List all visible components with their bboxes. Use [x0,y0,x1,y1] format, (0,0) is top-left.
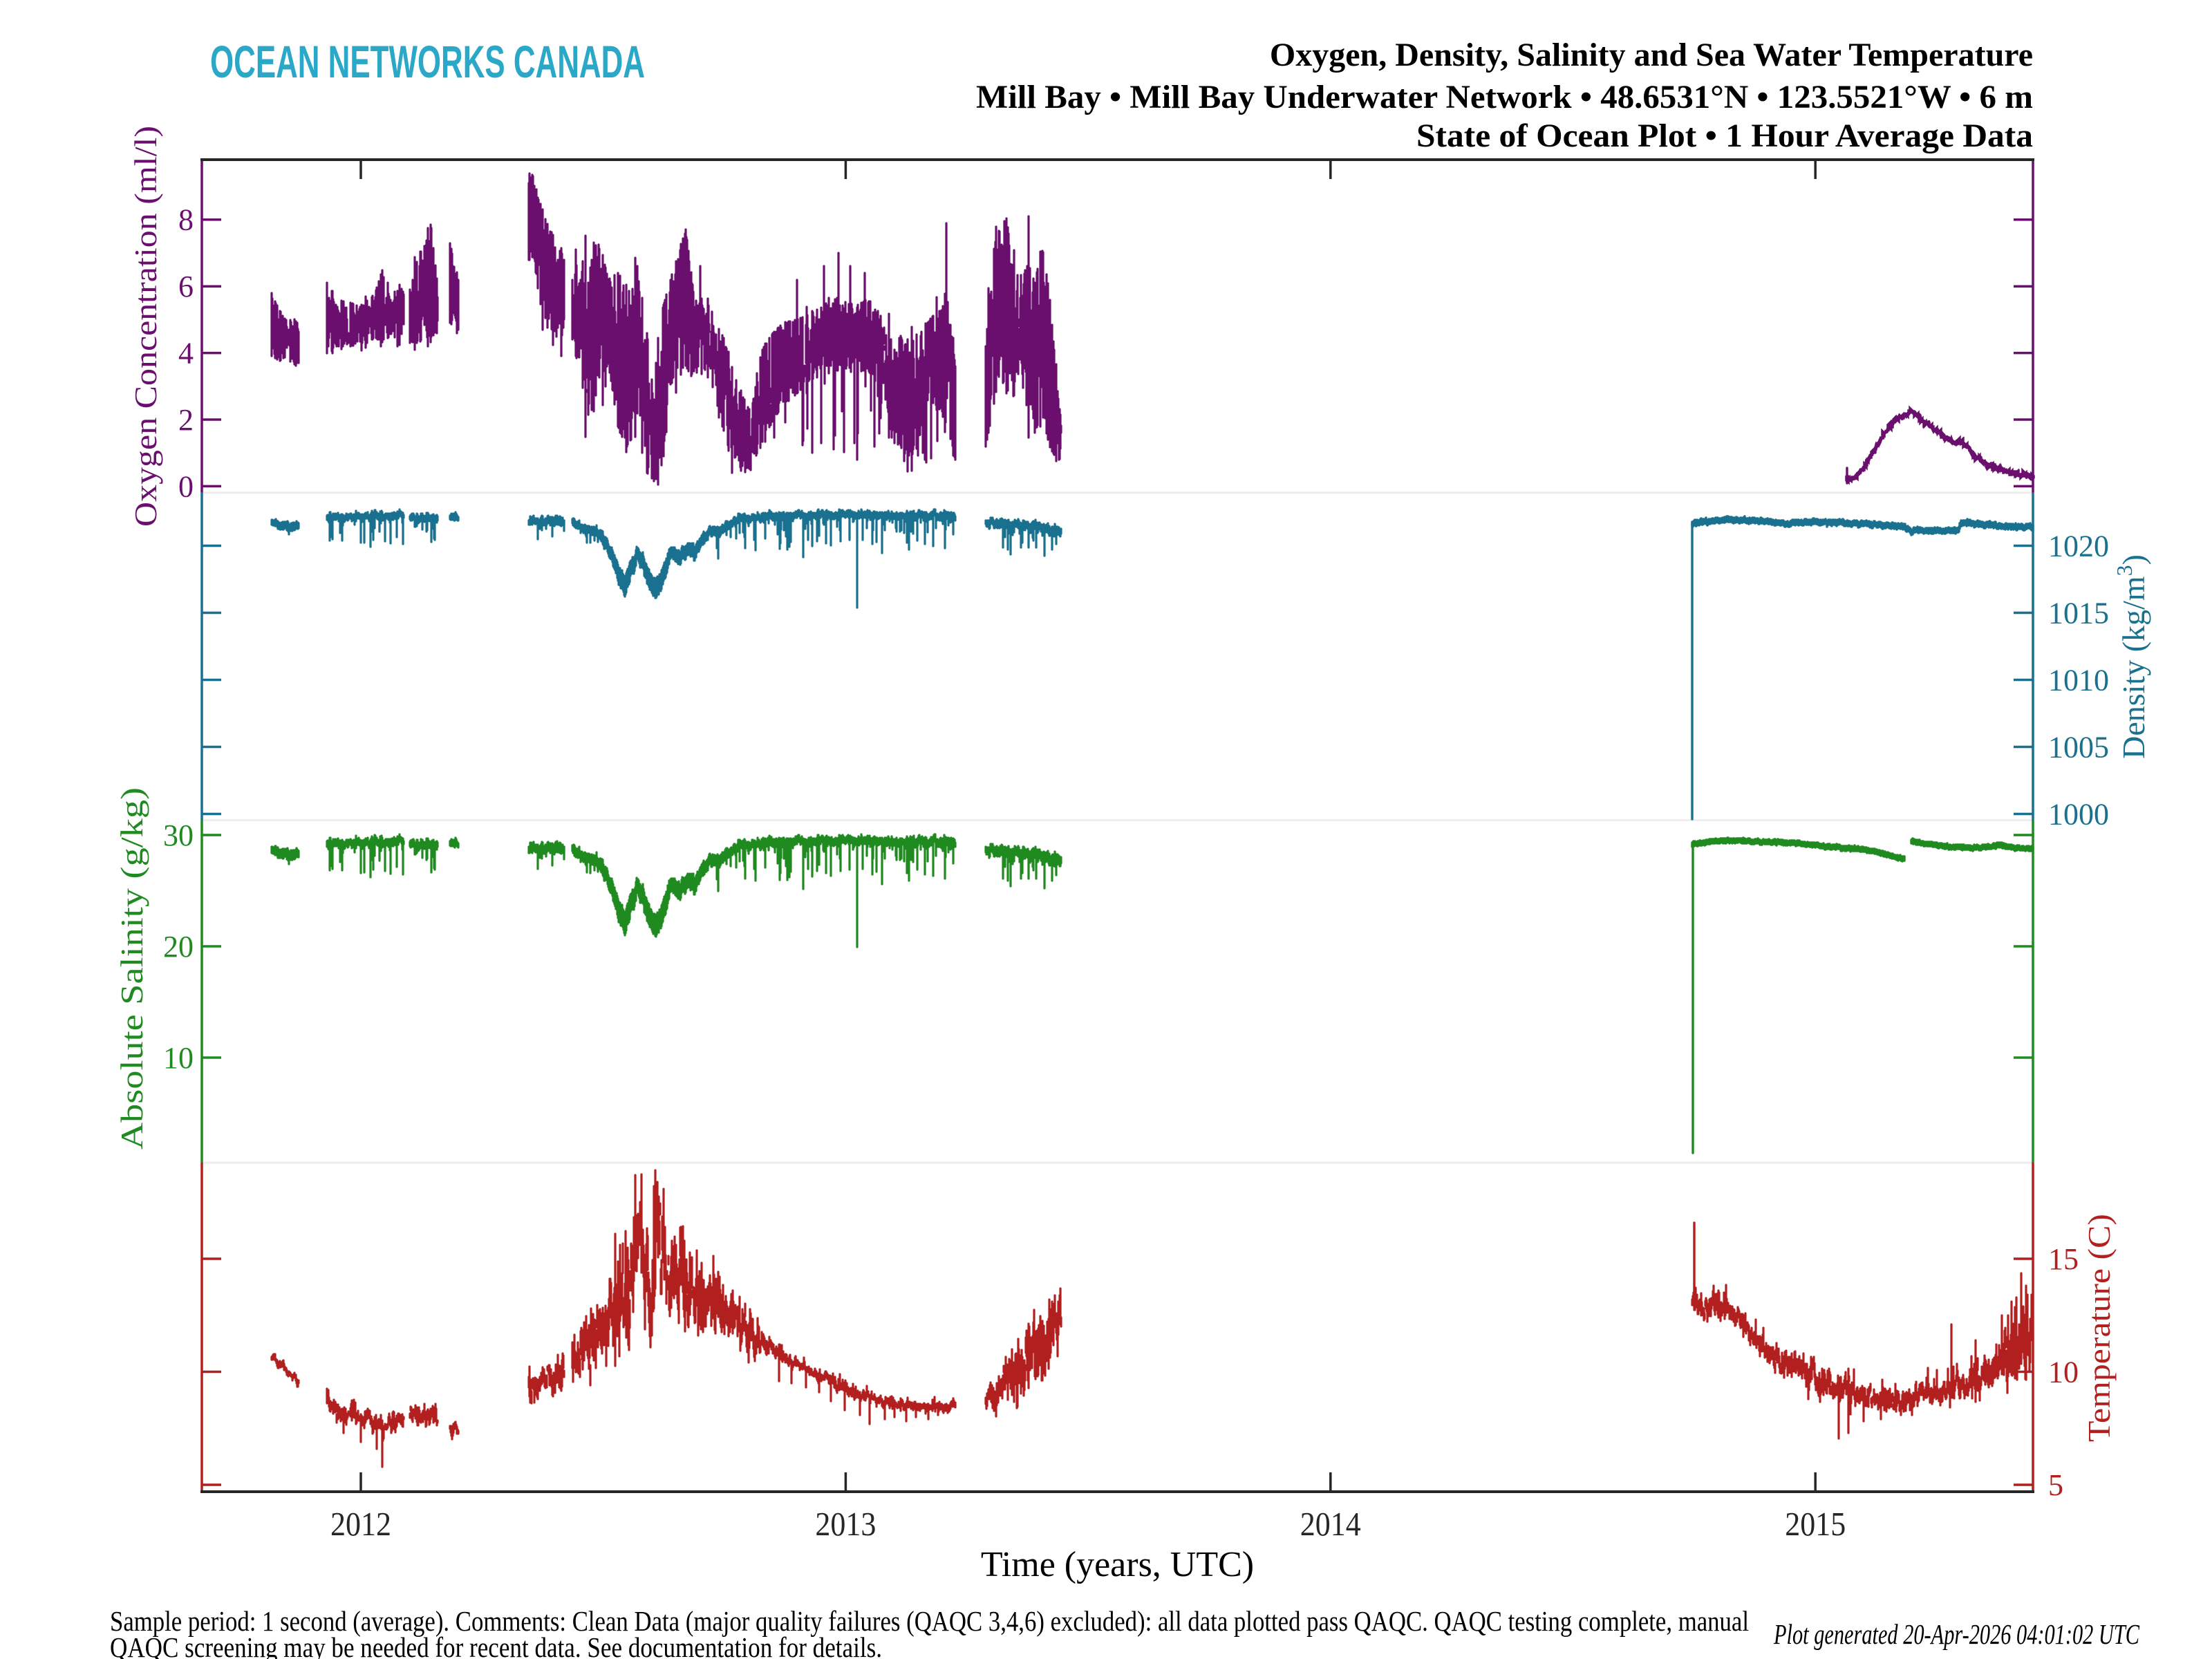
svg-text:1015: 1015 [2048,597,2109,630]
svg-text:1000: 1000 [2048,798,2109,832]
svg-text:2014: 2014 [1300,1505,1361,1543]
svg-text:Time (years, UTC): Time (years, UTC) [981,1545,1254,1584]
svg-text:Mill Bay • Mill Bay Underwater: Mill Bay • Mill Bay Underwater Network •… [976,79,2033,115]
svg-text:2: 2 [178,403,194,437]
svg-text:5: 5 [2048,1468,2063,1502]
svg-text:10: 10 [163,1041,194,1075]
svg-text:2015: 2015 [1785,1505,1846,1543]
svg-text:2013: 2013 [815,1505,876,1543]
svg-text:10: 10 [2048,1356,2079,1389]
svg-text:0: 0 [178,469,194,503]
svg-text:Temperature (C): Temperature (C) [2081,1214,2117,1442]
svg-text:Absolute Salinity (g/kg): Absolute Salinity (g/kg) [114,787,149,1150]
svg-text:OCEAN NETWORKS CANADA: OCEAN NETWORKS CANADA [210,36,645,87]
svg-text:6: 6 [178,270,194,303]
svg-text:Sample period: 1 second (avera: Sample period: 1 second (average). Comme… [110,1605,1749,1637]
svg-text:Plot generated 20-Apr-2026 04:: Plot generated 20-Apr-2026 04:01:02 UTC [1773,1618,2139,1650]
svg-text:15: 15 [2048,1242,2079,1276]
svg-text:1005: 1005 [2048,731,2109,765]
svg-text:4: 4 [178,337,194,371]
svg-text:20: 20 [163,930,194,964]
svg-text:Density (kg/m3): Density (kg/m3) [2112,554,2151,759]
svg-text:8: 8 [178,203,194,237]
svg-text:1010: 1010 [2048,664,2109,697]
svg-text:QAQC screening may be needed f: QAQC screening may be needed for recent … [110,1631,882,1659]
svg-text:Oxygen, Density, Salinity and: Oxygen, Density, Salinity and Sea Water … [1270,37,2033,73]
svg-text:2012: 2012 [330,1505,391,1543]
svg-text:State of Ocean Plot • 1 Hour A: State of Ocean Plot • 1 Hour Average Dat… [1416,118,2033,154]
svg-text:30: 30 [163,818,194,852]
svg-text:1020: 1020 [2048,529,2109,563]
svg-text:Oxygen Concentration (ml/l): Oxygen Concentration (ml/l) [128,126,163,527]
